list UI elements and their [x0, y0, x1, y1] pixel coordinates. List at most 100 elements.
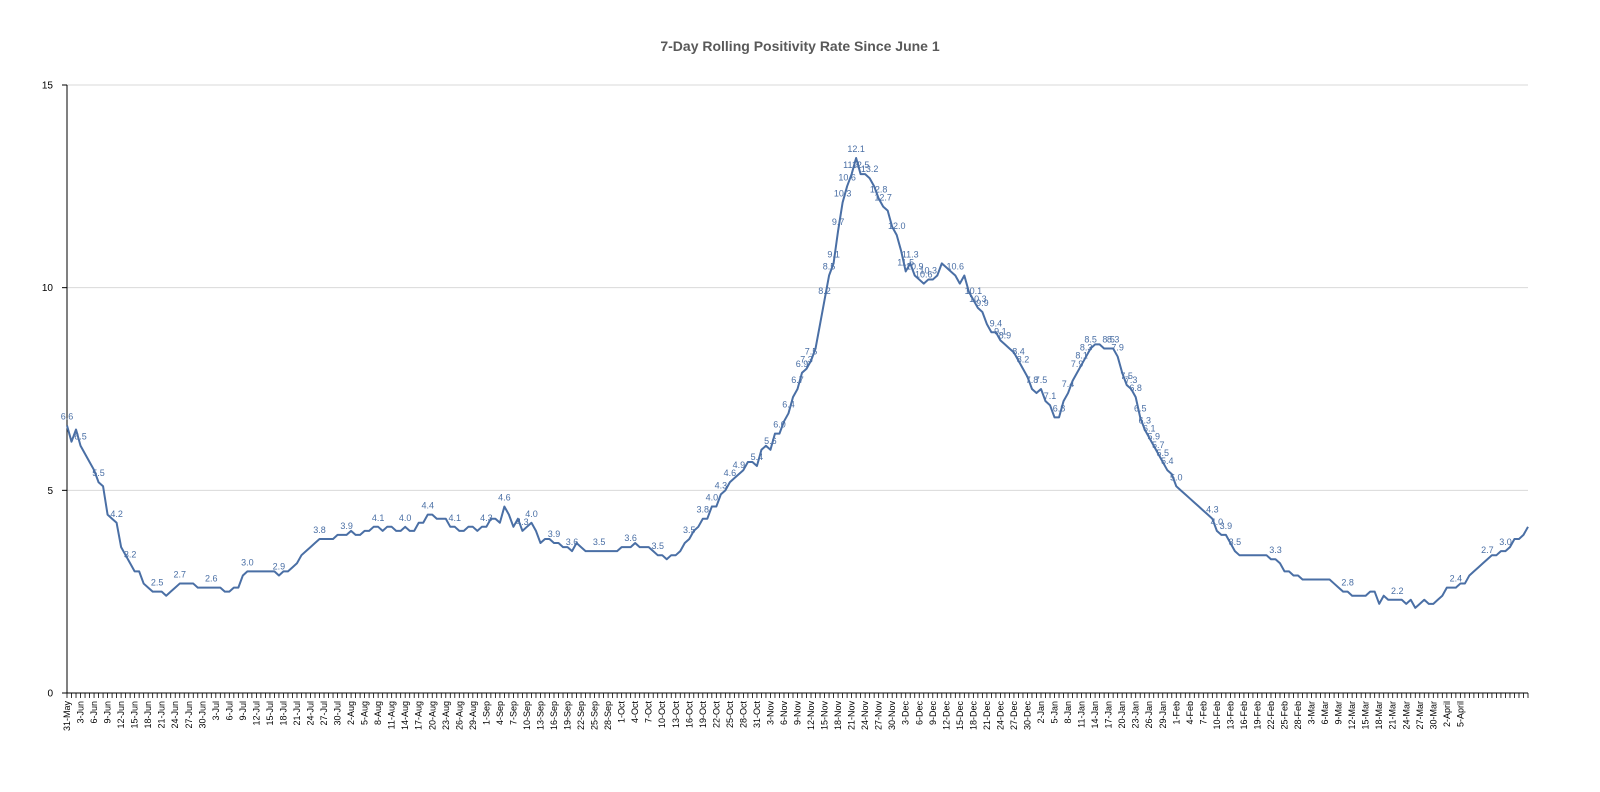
data-label: 4.1	[1576, 0, 1589, 2]
x-tick-label: 9-Jun	[103, 701, 113, 724]
x-tick-label: 14-Aug	[400, 701, 410, 730]
data-label: 2.8	[1341, 578, 1354, 588]
data-label: 3.9	[340, 521, 353, 531]
data-label: 5.5	[1156, 448, 1169, 458]
x-tick-label: 26-Jan	[1144, 701, 1154, 729]
x-tick-label: 21-Jul	[292, 701, 302, 726]
data-label: 3.0	[241, 557, 254, 567]
data-label: 7.9	[1111, 343, 1124, 353]
data-label: 7.5	[805, 347, 818, 357]
x-tick-label: 22-Feb	[1266, 701, 1276, 730]
x-tick-label: 28-Oct	[738, 701, 748, 729]
data-label: 6.0	[773, 420, 786, 430]
data-label: 11.3	[902, 249, 919, 259]
data-label: 10.9	[906, 262, 924, 272]
x-tick-label: 18-Mar	[1374, 701, 1384, 730]
data-label: 4.3	[715, 480, 728, 490]
data-label: 8.3	[1107, 334, 1120, 344]
x-tick-label: 6-Jul	[224, 701, 234, 721]
data-label: 4.2	[110, 509, 123, 519]
x-tick-label: 4-Feb	[1185, 701, 1195, 725]
x-tick-label: 13-Oct	[671, 701, 681, 729]
data-label: 3.6	[624, 533, 637, 543]
data-label: 6.1	[1143, 424, 1156, 434]
x-tick-label: 15-Jul	[265, 701, 275, 726]
x-tick-label: 27-Nov	[874, 701, 884, 731]
x-tick-label: 30-Dec	[1022, 701, 1032, 731]
x-tick-label: 3-Jun	[76, 701, 86, 724]
data-label: 2.7	[1481, 545, 1494, 555]
data-label: 6.5	[74, 432, 87, 442]
x-tick-label: 12-Jun	[116, 701, 126, 729]
data-label: 2.9	[273, 561, 286, 571]
x-tick-label: 27-Dec	[1009, 701, 1019, 731]
data-label: 3.5	[593, 537, 606, 547]
x-tick-label: 1-Oct	[617, 701, 627, 724]
data-label: 8.9	[999, 330, 1012, 340]
x-tick-label: 6-Dec	[914, 701, 924, 726]
data-label: 3.5	[1229, 537, 1242, 547]
x-tick-label: 27-Jul	[319, 701, 329, 726]
x-tick-label: 16-Oct	[684, 701, 694, 729]
x-tick-label: 3-Nov	[765, 701, 775, 726]
x-tick-label: 12-Mar	[1347, 701, 1357, 730]
data-label: 4.3	[1206, 505, 1219, 515]
data-label: 3.8	[313, 525, 326, 535]
data-label: 5.0	[1170, 472, 1183, 482]
x-tick-label: 31-May	[62, 701, 72, 732]
x-tick-label: 9-Nov	[793, 701, 803, 726]
x-tick-label: 8-Jan	[1063, 701, 1073, 724]
x-tick-label: 16-Feb	[1239, 701, 1249, 730]
x-tick-label: 31-Oct	[752, 701, 762, 729]
x-tick-label: 30-Nov	[887, 701, 897, 731]
data-label: 4.1	[372, 513, 385, 523]
x-tick-label: 22-Oct	[711, 701, 721, 729]
x-tick-label: 6-Mar	[1320, 701, 1330, 725]
data-label: 6.5	[1134, 403, 1147, 413]
data-label: 10.6	[947, 262, 965, 272]
x-tick-label: 28-Sep	[603, 701, 613, 730]
x-tick-label: 18-Dec	[968, 701, 978, 731]
gridlines	[67, 84, 1528, 491]
x-tick-label: 5-Aug	[360, 701, 370, 725]
x-tick-label: 16-Sep	[549, 701, 559, 730]
x-tick-label: 1-Feb	[1171, 701, 1181, 725]
x-tick-label: 10-Sep	[522, 701, 532, 730]
data-label: 12.5	[852, 160, 870, 170]
data-label: 7.1	[1044, 391, 1057, 401]
x-tick-label: 24-Jun	[170, 701, 180, 729]
x-tick-label: 25-Oct	[725, 701, 735, 729]
data-label: 5.7	[1152, 440, 1165, 450]
x-tick-label: 20-Jan	[1117, 701, 1127, 729]
x-tick-label: 25-Feb	[1280, 701, 1290, 730]
x-tick-label: 19-Feb	[1252, 701, 1262, 730]
data-label: 3.0	[1499, 537, 1512, 547]
x-tick-label: 1-Sep	[481, 701, 491, 725]
x-tick-label: 24-Nov	[860, 701, 870, 731]
x-tick-label: 29-Aug	[468, 701, 478, 730]
x-tick-label: 20-Aug	[427, 701, 437, 730]
data-label: 4.3	[480, 513, 493, 523]
y-tick-label: 15	[42, 81, 54, 92]
data-label: 3.5	[683, 525, 696, 535]
x-tick-label: 12-Jul	[251, 701, 261, 726]
x-tick-label: 15-Dec	[955, 701, 965, 731]
data-label: 12.1	[847, 144, 865, 154]
x-tick-label: 7-Feb	[1198, 701, 1208, 725]
data-label: 3.9	[1567, 0, 1580, 2]
data-label: 4.9	[733, 460, 746, 470]
x-tick-label: 30-Jul	[333, 701, 343, 726]
x-tick-label: 21-Nov	[847, 701, 857, 731]
data-label: 4.1	[449, 513, 462, 523]
data-label: 5.4	[751, 452, 764, 462]
x-tick-label: 5-Jan	[1050, 701, 1060, 724]
data-label: 6.7	[791, 375, 804, 385]
data-label: 8.5	[1084, 334, 1097, 344]
data-label: 2.5	[151, 578, 164, 588]
x-tick-label: 12-Nov	[806, 701, 816, 731]
x-tick-label: 19-Sep	[563, 701, 573, 730]
data-label: 8.2	[1017, 355, 1030, 365]
x-tick-label: 25-Sep	[590, 701, 600, 730]
